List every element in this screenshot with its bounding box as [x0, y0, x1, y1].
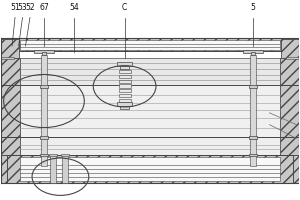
Text: 54: 54	[69, 3, 79, 12]
Bar	[7, 155, 293, 183]
Bar	[20, 137, 280, 155]
Text: 5: 5	[250, 3, 256, 12]
Bar	[1, 58, 20, 86]
Bar	[20, 85, 280, 137]
Bar	[118, 84, 130, 88]
Bar	[42, 52, 46, 55]
Bar	[20, 58, 280, 86]
Bar	[62, 155, 68, 183]
Bar	[40, 154, 48, 156]
Bar	[20, 86, 280, 90]
Bar	[20, 157, 280, 181]
Bar	[249, 154, 257, 156]
Bar	[250, 52, 255, 55]
Bar	[1, 39, 19, 59]
Bar	[281, 39, 299, 59]
Bar	[61, 154, 69, 156]
Text: C: C	[122, 3, 127, 12]
Bar	[34, 50, 53, 53]
Bar	[118, 80, 130, 83]
Bar	[244, 50, 262, 53]
Bar	[250, 55, 256, 166]
Bar	[1, 155, 7, 183]
Bar	[249, 136, 257, 139]
Bar	[1, 137, 20, 155]
Bar	[280, 85, 299, 137]
Bar	[1, 57, 14, 59]
Bar	[1, 85, 20, 137]
Bar	[293, 155, 299, 183]
Bar	[280, 137, 299, 155]
Bar	[118, 70, 130, 73]
Bar	[7, 38, 293, 51]
Text: 52: 52	[25, 3, 35, 12]
Bar	[40, 85, 48, 88]
Bar	[118, 75, 130, 78]
Bar	[118, 94, 130, 97]
Bar	[120, 66, 129, 69]
Text: 53: 53	[18, 3, 27, 12]
Bar	[118, 89, 130, 92]
Bar	[20, 40, 280, 50]
Text: 67: 67	[39, 3, 49, 12]
Bar	[50, 155, 56, 183]
Bar	[117, 62, 132, 66]
Bar	[20, 103, 280, 107]
Bar	[249, 85, 257, 88]
Bar	[286, 57, 299, 59]
Bar	[280, 58, 299, 86]
Text: 51: 51	[10, 3, 20, 12]
Bar	[41, 55, 47, 166]
Bar	[120, 106, 129, 109]
Bar	[49, 154, 57, 156]
Bar	[117, 102, 132, 106]
Bar	[40, 136, 48, 139]
Bar	[118, 99, 130, 102]
